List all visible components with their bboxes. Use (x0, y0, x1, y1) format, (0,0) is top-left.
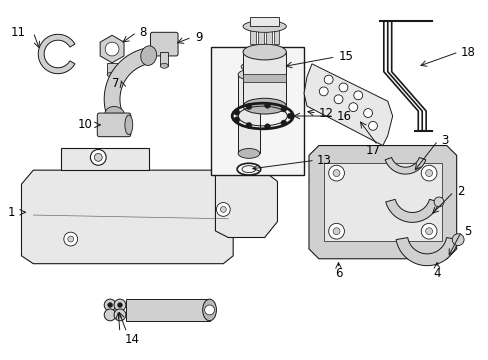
Text: 5: 5 (464, 225, 471, 238)
Circle shape (328, 223, 344, 239)
Circle shape (107, 302, 112, 307)
Circle shape (280, 106, 286, 112)
Circle shape (114, 299, 125, 311)
Circle shape (348, 103, 357, 112)
Circle shape (353, 91, 362, 100)
Bar (238, 75, 259, 153)
Polygon shape (308, 145, 456, 259)
Circle shape (94, 153, 102, 161)
Circle shape (90, 149, 106, 165)
Circle shape (104, 309, 116, 321)
Circle shape (425, 228, 432, 235)
Circle shape (264, 124, 270, 130)
Circle shape (117, 302, 122, 307)
Circle shape (324, 75, 332, 84)
Text: 4: 4 (432, 267, 440, 280)
Text: 8: 8 (140, 26, 147, 39)
Circle shape (332, 228, 339, 235)
Circle shape (280, 120, 286, 126)
Circle shape (114, 309, 125, 321)
Ellipse shape (243, 44, 286, 60)
Text: 17: 17 (366, 144, 380, 157)
Circle shape (332, 170, 339, 176)
Circle shape (264, 102, 270, 108)
Polygon shape (61, 148, 149, 170)
Text: 9: 9 (194, 31, 202, 44)
Circle shape (425, 170, 432, 176)
Text: 7: 7 (112, 77, 120, 90)
Circle shape (233, 117, 239, 123)
Polygon shape (100, 35, 124, 63)
Bar (160, 52, 168, 66)
Circle shape (104, 299, 116, 311)
Ellipse shape (141, 46, 156, 66)
Polygon shape (304, 64, 392, 145)
Bar (243, 74, 286, 82)
Circle shape (451, 234, 463, 246)
Polygon shape (215, 170, 277, 238)
Text: 2: 2 (456, 185, 463, 198)
Bar (107, 63, 117, 75)
Text: 1: 1 (8, 206, 16, 219)
Circle shape (220, 207, 226, 212)
Ellipse shape (105, 107, 124, 122)
Bar (249, 17, 279, 26)
Text: 12: 12 (318, 107, 333, 120)
Text: 18: 18 (460, 45, 474, 59)
Text: 14: 14 (124, 333, 139, 346)
Ellipse shape (107, 72, 117, 77)
Circle shape (64, 232, 78, 246)
Circle shape (420, 223, 436, 239)
Polygon shape (323, 163, 441, 241)
Text: 11: 11 (10, 26, 25, 39)
Circle shape (233, 109, 239, 115)
Polygon shape (385, 199, 438, 222)
Circle shape (68, 236, 74, 242)
Ellipse shape (243, 98, 286, 114)
Circle shape (216, 203, 230, 216)
Bar (257, 26, 263, 44)
Circle shape (368, 121, 377, 130)
Polygon shape (395, 238, 457, 266)
Ellipse shape (124, 115, 132, 135)
Bar (265, 26, 271, 44)
Ellipse shape (238, 70, 259, 80)
Ellipse shape (241, 63, 256, 71)
Circle shape (420, 165, 436, 181)
Polygon shape (385, 157, 425, 174)
Bar (243, 52, 286, 106)
Ellipse shape (238, 148, 259, 158)
Bar (210, 47, 304, 175)
Ellipse shape (202, 299, 216, 321)
FancyBboxPatch shape (97, 113, 130, 137)
Bar (249, 26, 255, 44)
Polygon shape (38, 34, 75, 74)
Polygon shape (104, 48, 150, 117)
Circle shape (328, 165, 344, 181)
Bar (125, 299, 209, 321)
Text: 15: 15 (338, 50, 353, 63)
Polygon shape (21, 170, 233, 264)
Circle shape (433, 197, 443, 207)
Circle shape (319, 87, 327, 96)
Text: 10: 10 (78, 118, 92, 131)
Circle shape (204, 305, 214, 315)
Ellipse shape (160, 63, 168, 68)
Text: 13: 13 (316, 154, 331, 167)
Circle shape (245, 104, 251, 109)
Text: 16: 16 (336, 109, 351, 122)
Text: 3: 3 (440, 134, 447, 147)
Text: 6: 6 (334, 267, 342, 280)
Circle shape (338, 83, 347, 92)
Circle shape (245, 122, 251, 128)
Circle shape (333, 95, 342, 104)
Ellipse shape (243, 21, 286, 32)
FancyBboxPatch shape (150, 32, 178, 56)
Circle shape (105, 42, 119, 56)
Circle shape (287, 113, 293, 119)
Bar (273, 26, 279, 44)
Circle shape (363, 109, 372, 117)
